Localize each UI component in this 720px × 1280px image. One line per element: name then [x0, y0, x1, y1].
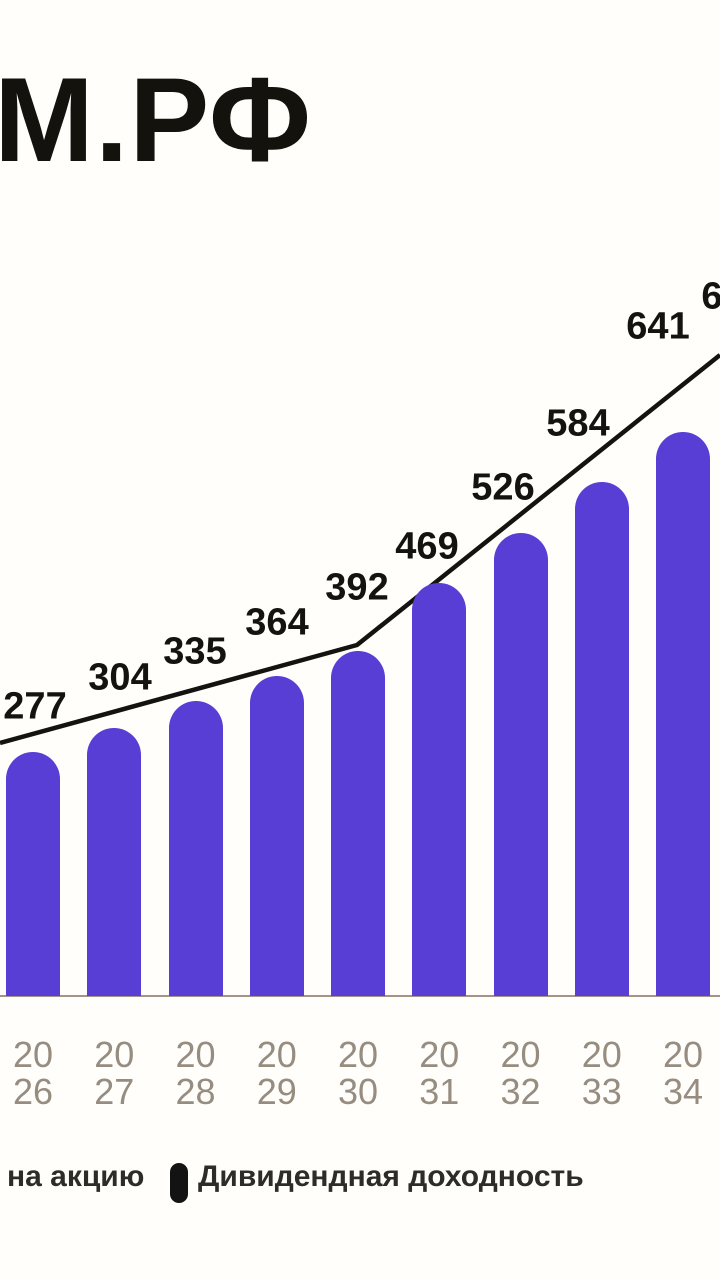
- x-tick-2026: 20 26: [12, 1034, 54, 1112]
- value-label-2029: 364: [245, 601, 309, 644]
- x-tick-2029: 20 29: [256, 1034, 297, 1112]
- bar-2028: [168, 701, 223, 996]
- value-label-2034: 641: [626, 305, 690, 348]
- x-tick-2027: 20 27: [94, 1034, 135, 1112]
- bar-2034: [656, 432, 710, 996]
- legend-item-dividend-yield: Дивидендная доходность: [198, 1160, 584, 1193]
- value-label-2026: 277: [3, 685, 67, 728]
- bar-2027: [87, 728, 142, 996]
- x-tick-2033: 20 33: [581, 1034, 622, 1112]
- bar-2029: [249, 676, 304, 996]
- value-label-2033: 584: [546, 402, 610, 445]
- x-tick-2031: 20 31: [419, 1034, 460, 1112]
- legend-pill-icon: [170, 1163, 188, 1203]
- bar-2026: [6, 752, 60, 996]
- page-title: М.РФ: [0, 53, 313, 187]
- value-label-2028: 335: [163, 630, 227, 673]
- value-label-2031: 469: [395, 525, 459, 568]
- legend-item-per-share: на акцию: [7, 1160, 145, 1193]
- bar-2030: [331, 651, 385, 996]
- x-tick-2028: 20 28: [175, 1034, 216, 1112]
- bar-2032: [493, 533, 548, 996]
- value-label-partial: 6: [701, 275, 720, 318]
- bar-2031: [412, 583, 467, 996]
- x-axis-baseline: [0, 995, 720, 997]
- bar-2033: [574, 482, 629, 996]
- value-label-2032: 526: [471, 466, 535, 509]
- trend-line: [0, 353, 720, 746]
- value-label-2030: 392: [325, 566, 389, 609]
- x-tick-2032: 20 32: [500, 1034, 541, 1112]
- x-tick-2030: 20 30: [337, 1034, 379, 1112]
- x-tick-2034: 20 34: [662, 1034, 704, 1112]
- chart-legend: на акцию Дивидендная доходность: [0, 1150, 720, 1214]
- value-label-2027: 304: [88, 656, 152, 699]
